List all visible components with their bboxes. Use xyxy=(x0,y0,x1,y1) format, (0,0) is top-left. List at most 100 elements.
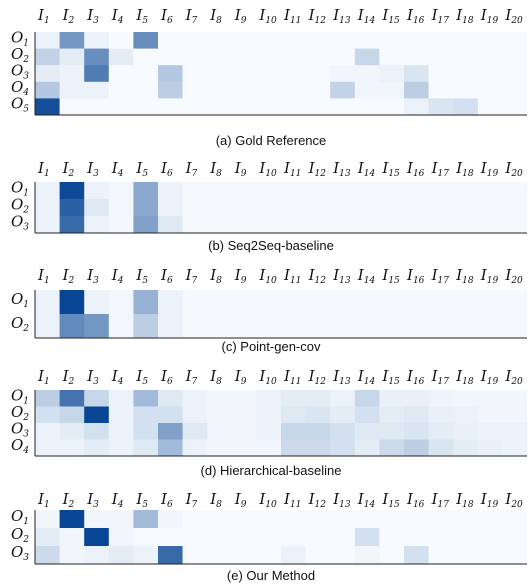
heatmap-cell xyxy=(404,65,429,83)
heatmap-cell xyxy=(207,546,233,565)
heatmap-cell xyxy=(354,390,380,407)
heatmap-cell xyxy=(428,390,454,407)
heatmap-cell xyxy=(453,314,479,339)
heatmap-cell xyxy=(281,546,306,565)
column-label-i19: I19 xyxy=(480,6,499,26)
heatmap-cell xyxy=(158,199,183,217)
heatmap-cell xyxy=(354,65,380,83)
heatmap-cell xyxy=(84,423,110,440)
column-label-i3: I3 xyxy=(86,367,99,387)
heatmap-cell xyxy=(453,182,479,200)
heatmap-cell xyxy=(404,199,429,217)
heatmap-cell xyxy=(35,81,60,99)
heatmap-cell xyxy=(281,32,306,49)
column-label-i17: I17 xyxy=(431,6,450,26)
heatmap-cell xyxy=(354,314,380,339)
heatmap-cell xyxy=(330,182,356,200)
heatmap-cell xyxy=(207,32,233,49)
heatmap-cell xyxy=(84,290,110,315)
heatmap-cell xyxy=(182,423,208,440)
column-label-i11: I11 xyxy=(283,367,301,387)
heatmap-cell xyxy=(428,510,454,529)
heatmap-cell xyxy=(108,65,134,83)
heatmap-cell xyxy=(133,528,159,547)
heatmap-cell xyxy=(59,510,85,529)
heatmap-cell xyxy=(158,390,183,407)
heatmap-cell xyxy=(354,546,380,565)
heatmap-cell xyxy=(379,98,405,116)
column-label-i11: I11 xyxy=(283,6,301,26)
column-label-i20: I20 xyxy=(504,159,523,179)
heatmap-cell xyxy=(428,199,454,217)
heatmap-cell xyxy=(207,406,233,424)
heatmap-cell xyxy=(231,98,257,116)
column-label-i16: I16 xyxy=(406,6,425,26)
heatmap-cell xyxy=(305,546,331,565)
heatmap-cell xyxy=(453,510,479,529)
heatmap-cell xyxy=(133,199,159,217)
heatmap-cell xyxy=(84,32,110,49)
heatmap-cell xyxy=(428,546,454,565)
heatmap-cell xyxy=(35,314,60,339)
heatmap-cell xyxy=(231,406,257,424)
heatmap-cell xyxy=(158,81,183,99)
heatmap-cell xyxy=(477,314,503,339)
heatmap-panel-4: I1 I2 I3 I4 I5 I6 I7 I8 I9 I10 I11 I12 I13 I14 I15 I16 I… xyxy=(11,367,528,478)
column-label-i14: I14 xyxy=(357,266,376,286)
heatmap-cell xyxy=(108,81,134,99)
heatmap-cell xyxy=(256,390,282,407)
heatmap-cell xyxy=(84,81,110,99)
heatmap-cell xyxy=(158,439,183,457)
heatmap-cell xyxy=(231,314,257,339)
heatmap-cell xyxy=(231,290,257,315)
heatmap-cell xyxy=(59,81,85,99)
column-label-i1: I1 xyxy=(37,159,50,179)
column-label-i4: I4 xyxy=(111,490,124,510)
heatmap-cell xyxy=(231,510,257,529)
heatmap-cell xyxy=(84,528,110,547)
heatmap-cell xyxy=(35,32,60,49)
heatmap-cell xyxy=(477,98,503,116)
heatmap-cell xyxy=(84,48,110,66)
heatmap-cell xyxy=(133,423,159,440)
heatmap-cell xyxy=(281,390,306,407)
column-label-i1: I1 xyxy=(37,6,50,26)
column-label-i20: I20 xyxy=(504,6,523,26)
heatmap-cell xyxy=(354,423,380,440)
heatmap-cell xyxy=(158,528,183,547)
heatmap-cell xyxy=(256,439,282,457)
heatmap-cell xyxy=(108,390,134,407)
column-label-i15: I15 xyxy=(381,367,400,387)
heatmap-cell xyxy=(84,510,110,529)
heatmap-cell xyxy=(330,390,356,407)
heatmap-cell xyxy=(35,406,60,424)
column-label-i3: I3 xyxy=(86,490,99,510)
heatmap-panel-2: I1 I2 I3 I4 I5 I6 I7 I8 I9 I10 I11 I12 I13 I14 I15 I16 I… xyxy=(11,159,528,253)
heatmap-cell xyxy=(231,32,257,49)
heatmap-cell xyxy=(158,65,183,83)
heatmap-cell xyxy=(84,439,110,457)
heatmap-cell xyxy=(256,81,282,99)
heatmap-cell xyxy=(477,423,503,440)
heatmap-cell xyxy=(330,32,356,49)
column-label-i15: I15 xyxy=(381,6,400,26)
panel-caption: (d) Hierarchical-baseline xyxy=(201,463,342,478)
heatmap-cell xyxy=(354,98,380,116)
column-label-i6: I6 xyxy=(160,6,173,26)
heatmap-cell xyxy=(231,546,257,565)
heatmap-cell xyxy=(35,199,60,217)
heatmap-cell xyxy=(379,390,405,407)
heatmap-cell xyxy=(477,182,503,200)
column-label-i8: I8 xyxy=(209,490,222,510)
heatmap-cell xyxy=(158,423,183,440)
heatmap-cell xyxy=(59,216,85,234)
heatmap-cell xyxy=(207,98,233,116)
heatmap-cell xyxy=(404,423,429,440)
heatmap-cell xyxy=(502,546,528,565)
heatmap-cell xyxy=(428,182,454,200)
column-label-i20: I20 xyxy=(504,367,523,387)
heatmap-cell xyxy=(59,98,85,116)
heatmap-cell xyxy=(305,423,331,440)
heatmap-cell xyxy=(477,199,503,217)
